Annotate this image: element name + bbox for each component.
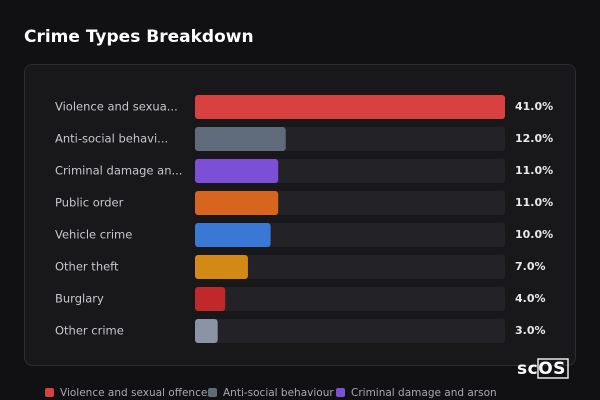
category-label: Other theft (55, 260, 119, 274)
value-label: 41.0% (515, 100, 553, 113)
watermark: scOS (517, 359, 566, 379)
bar-track (195, 319, 505, 343)
value-label: 12.0% (515, 132, 553, 145)
category-label: Criminal damage an... (55, 164, 182, 178)
legend-swatch (336, 388, 345, 397)
value-label: 4.0% (515, 292, 546, 305)
bar-track (195, 287, 505, 311)
logo-box (537, 358, 569, 379)
category-label: Burglary (55, 292, 104, 306)
chart-title: Crime Types Breakdown (24, 27, 254, 47)
bar (195, 319, 218, 343)
bar (195, 159, 279, 183)
value-label: 11.0% (515, 196, 553, 209)
legend-label: Criminal damage and arson (351, 387, 497, 399)
legend-label: Anti-social behaviour (223, 387, 334, 399)
category-label: Public order (55, 196, 124, 210)
legend-label: Violence and sexual offences (60, 387, 213, 399)
bar-track (195, 255, 505, 279)
bar (195, 223, 271, 247)
legend-swatch (208, 388, 217, 397)
legend-swatch (45, 388, 54, 397)
bar-track (195, 223, 505, 247)
bar (195, 191, 279, 215)
value-label: 11.0% (515, 164, 553, 177)
value-label: 7.0% (515, 260, 546, 273)
bar (195, 255, 248, 279)
bar (195, 287, 226, 311)
category-label: Anti-social behavi... (55, 132, 168, 146)
bar (195, 95, 505, 119)
bar (195, 127, 286, 151)
category-label: Violence and sexua... (55, 100, 178, 114)
category-label: Vehicle crime (55, 228, 132, 242)
category-label: Other crime (55, 324, 124, 338)
value-label: 10.0% (515, 228, 553, 241)
value-label: 3.0% (515, 324, 546, 337)
